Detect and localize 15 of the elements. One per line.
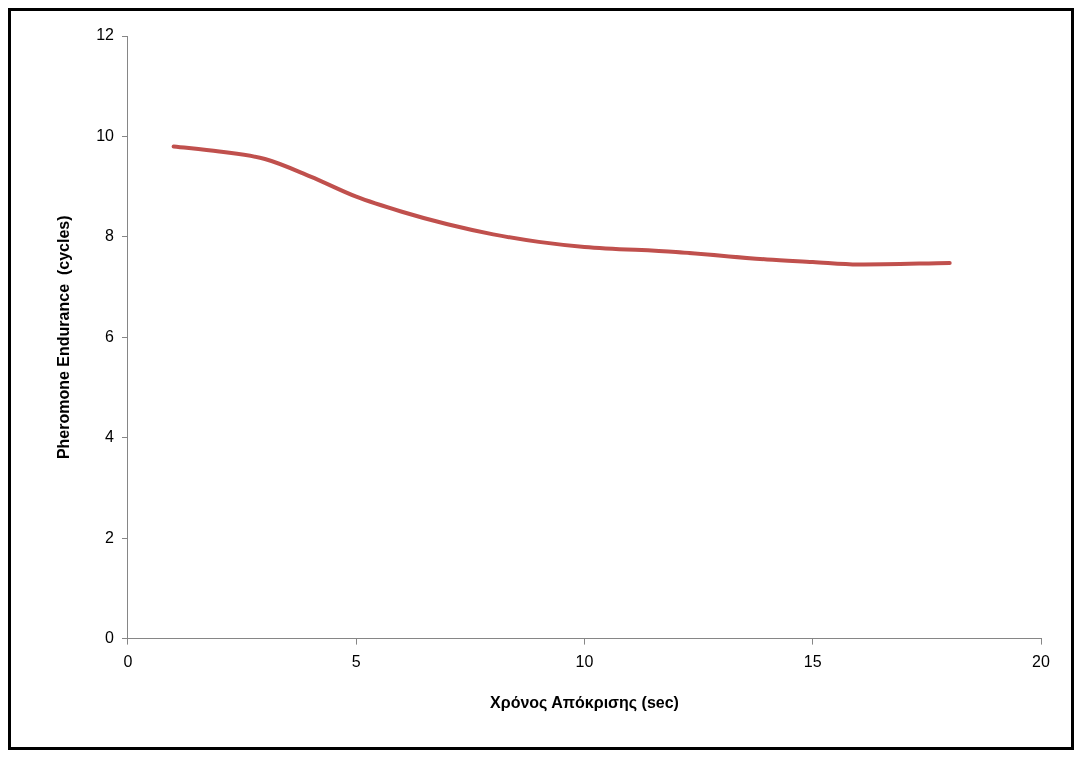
line-series [171, 144, 952, 267]
y-tick-label: 8 [105, 227, 115, 245]
y-tick-label: 2 [105, 528, 115, 546]
x-tick-label: 15 [803, 652, 822, 670]
x-tick-label: 5 [351, 652, 361, 670]
y-axis-title: Pheromone Endurance (cycles) [55, 215, 73, 460]
y-tick-label: 6 [105, 327, 115, 345]
y-tick-label: 10 [96, 126, 115, 144]
x-tick-label: 10 [575, 652, 594, 670]
x-tick-label: 20 [1032, 652, 1050, 670]
y-tick-label: 0 [105, 629, 115, 647]
x-axis-title: Χρόνος Απόκρισης (sec) [490, 693, 679, 712]
x-tick-label: 0 [123, 652, 133, 670]
y-tick-label: 4 [105, 428, 115, 446]
y-tick-label: 12 [96, 26, 115, 44]
